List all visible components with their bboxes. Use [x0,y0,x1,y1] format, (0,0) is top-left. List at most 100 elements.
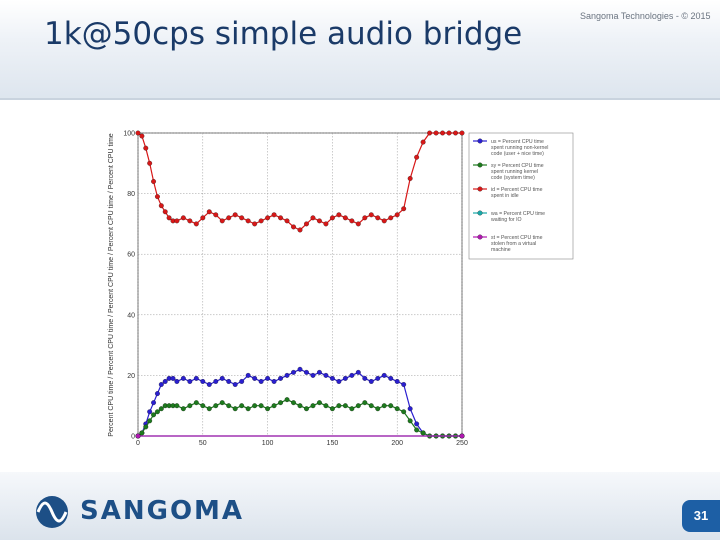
data-point [440,130,446,136]
data-point [388,375,394,381]
data-point [336,379,342,384]
data-point [304,369,309,375]
data-point [401,409,407,415]
data-point [265,406,271,412]
data-point [297,366,303,372]
data-point [187,403,193,409]
data-point [206,209,212,215]
x-tick-label: 0 [136,440,140,447]
data-point [381,372,387,378]
x-tick-label: 250 [456,440,468,447]
data-point [187,218,193,224]
data-point [284,397,290,403]
data-point [362,375,368,381]
cpu-chart: 0 20 40 60 80 100 0 50 100 150 200 250 Percent CPU … [108,130,574,447]
data-point [252,375,258,381]
data-point [245,406,251,412]
legend-swatch-marker [477,210,483,216]
data-point [271,403,277,409]
data-point [151,400,157,406]
legend-swatch-marker [477,234,483,240]
data-point [206,406,212,412]
data-point [239,215,245,221]
data-point [414,421,420,427]
data-point [232,382,238,387]
data-point [407,176,413,181]
brand-name: SANGOMA [80,496,245,526]
data-point [388,403,394,409]
data-point [162,379,168,384]
data-point [213,212,219,218]
data-point [394,406,400,412]
data-point [139,430,145,436]
data-point [368,403,374,409]
data-point [174,218,180,224]
data-point [375,406,381,412]
data-point [226,403,232,409]
data-point [265,375,271,381]
data-point [158,382,164,387]
legend-entry-label: st = Percent CPU time stolen from a virtu… [491,235,543,253]
data-point [316,218,322,224]
data-point [193,221,199,227]
data-point [329,406,335,412]
legend-swatch-marker [477,186,483,192]
copyright-text: Sangoma Technologies - © 2015 [580,11,711,21]
data-point [245,372,251,378]
x-tick-label: 150 [327,440,339,447]
sangoma-logo-icon [36,496,68,528]
data-point [158,203,164,209]
data-point [193,400,199,406]
data-point [427,130,433,136]
data-point [154,194,160,200]
data-point [349,372,355,378]
data-point [329,375,335,381]
data-point [304,406,309,412]
data-point [213,379,219,384]
data-point [355,369,361,375]
data-point [278,215,284,221]
data-point [362,215,368,221]
data-point [147,160,153,166]
data-point [336,403,342,409]
data-point [453,130,458,136]
data-point [401,382,407,387]
data-point [258,379,264,384]
data-point [394,379,400,384]
slide-title: 1k@50cps simple audio bridge [44,16,523,52]
data-point [151,179,157,184]
data-point [349,218,355,224]
data-point [151,412,157,418]
data-point [265,215,271,221]
data-point [139,133,145,139]
plot-area [137,132,463,437]
data-point [180,375,186,381]
x-tick-label: 50 [199,440,207,447]
data-point [219,218,225,224]
data-point [271,379,277,384]
data-point [180,215,186,221]
data-point [459,433,465,439]
data-point [174,403,180,409]
data-point [355,403,361,409]
data-point [258,403,264,409]
data-point [170,375,176,381]
data-point [375,215,381,221]
data-point [342,403,348,409]
data-point [420,430,426,436]
data-point [420,139,426,145]
data-point [232,212,238,218]
data-point [278,375,284,381]
data-point [310,372,316,378]
data-point [143,145,149,151]
data-point [162,209,168,215]
data-point [278,400,284,406]
data-point [284,372,290,378]
data-point [375,375,381,381]
data-point [187,379,193,384]
data-point [239,403,245,409]
data-point [143,424,149,430]
data-point [226,379,232,384]
data-point [193,375,199,381]
data-point [336,212,342,218]
